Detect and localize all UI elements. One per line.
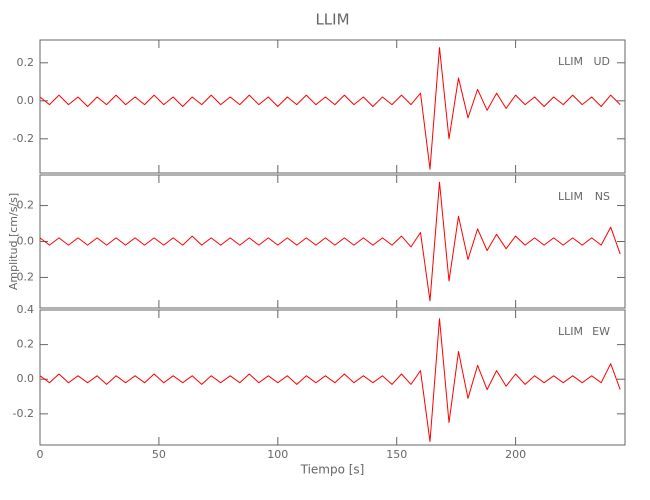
y-tick-label: -0.2 (13, 132, 34, 145)
y-tick-label: 0.0 (17, 372, 35, 385)
y-tick-label: 0.0 (17, 94, 35, 107)
x-tick-label: 50 (152, 448, 166, 461)
y-axis-label: Amplitud [cm/s/s] (7, 193, 20, 290)
component-label: NS (595, 190, 610, 203)
y-tick-label: 0.2 (17, 199, 35, 212)
chart-title: LLIM (315, 11, 349, 29)
component-label: EW (592, 325, 610, 338)
y-tick-label: 0.2 (17, 56, 35, 69)
panel-frame (39, 39, 626, 174)
waveform (39, 47, 621, 170)
x-tick-label: 0 (37, 448, 44, 461)
panel-frame (39, 309, 626, 446)
y-tick-label: -0.2 (13, 270, 34, 283)
y-tick-label: -0.2 (13, 407, 34, 420)
waveform (39, 181, 621, 302)
station-label: LLIM (558, 325, 583, 338)
component-label: UD (593, 55, 610, 68)
station-label: LLIM (558, 55, 583, 68)
y-tick-label: 0.4 (17, 303, 35, 316)
panel-frame (39, 174, 626, 309)
x-tick-label: 150 (386, 448, 407, 461)
x-axis-label: Tiempo [s] (300, 463, 365, 477)
x-tick-label: 200 (505, 448, 526, 461)
waveform (39, 318, 621, 442)
y-tick-label: 0.0 (17, 235, 35, 248)
x-tick-label: 100 (267, 448, 288, 461)
station-label: LLIM (558, 190, 583, 203)
y-tick-label: 0.2 (17, 338, 35, 351)
